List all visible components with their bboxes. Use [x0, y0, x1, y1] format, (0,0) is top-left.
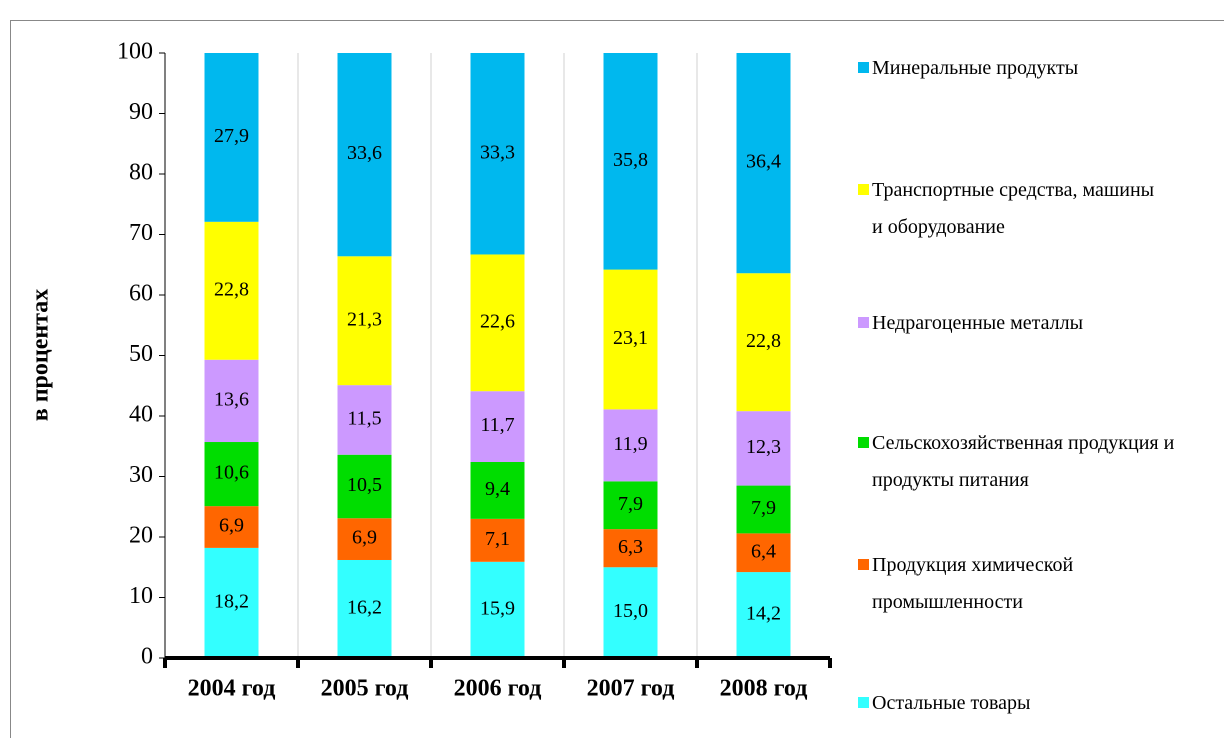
bar-segment	[603, 567, 658, 658]
data-label: 22,8	[214, 278, 249, 300]
data-label: 13,6	[214, 388, 249, 410]
data-label: 35,8	[613, 149, 648, 171]
data-label: 7,1	[485, 528, 510, 550]
data-label: 10,6	[214, 462, 249, 484]
data-label: 21,3	[347, 308, 382, 330]
bar-segment	[603, 269, 658, 410]
bar-segment	[204, 53, 259, 222]
data-label: 16,2	[347, 597, 382, 619]
data-label: 33,3	[480, 141, 515, 163]
data-label: 7,9	[618, 493, 643, 515]
bar-segment	[337, 385, 392, 455]
chart-border	[10, 20, 1224, 738]
legend-swatch	[858, 317, 869, 328]
data-label: 22,6	[480, 310, 515, 332]
bar-segment	[470, 518, 525, 562]
x-tick-label: 2004 год	[188, 676, 276, 702]
bar-segment	[736, 53, 791, 274]
x-tick-label: 2008 год	[720, 676, 808, 702]
legend-label: Транспортные средства, машины и оборудов…	[872, 179, 1155, 238]
bar-segment	[603, 409, 658, 482]
data-label: 33,6	[347, 142, 382, 164]
data-label: 15,0	[613, 600, 648, 622]
y-tick-label: 90	[129, 99, 153, 125]
x-tick-label: 2006 год	[454, 676, 542, 702]
data-label: 36,4	[746, 151, 781, 173]
data-label: 6,3	[618, 536, 643, 558]
data-label: 10,5	[347, 474, 382, 496]
data-label: 15,9	[480, 597, 515, 619]
bar-segment	[470, 53, 525, 255]
data-label: 6,9	[352, 527, 377, 549]
bar-segment	[603, 481, 658, 530]
bar-segment	[736, 572, 791, 658]
data-label: 11,7	[480, 414, 514, 436]
bar-segment	[204, 359, 259, 443]
y-tick-label: 60	[129, 281, 153, 307]
legend-swatch	[858, 559, 869, 570]
y-tick-label: 70	[129, 220, 153, 246]
x-tick-label: 2005 год	[321, 676, 409, 702]
data-label: 11,5	[347, 408, 381, 430]
data-label: 14,2	[746, 603, 781, 625]
legend-swatch	[858, 184, 869, 195]
data-label: 22,8	[746, 330, 781, 352]
y-tick-label: 10	[129, 583, 153, 609]
data-label: 6,9	[219, 515, 244, 537]
bar-segment	[470, 561, 525, 658]
y-tick-label: 100	[117, 39, 153, 65]
data-label: 7,9	[751, 497, 776, 519]
bar-segment	[736, 273, 791, 412]
bar-segment	[337, 518, 392, 560]
data-label: 23,1	[613, 327, 648, 349]
data-label: 6,4	[751, 540, 776, 562]
data-label: 9,4	[485, 478, 510, 500]
bar-segment	[736, 485, 791, 534]
bar-segment	[603, 53, 658, 270]
bar-segment	[337, 454, 392, 519]
bar-segment	[736, 411, 791, 486]
legend-label: Недрагоценные металлы	[872, 312, 1084, 334]
y-tick-label: 0	[141, 644, 153, 670]
bar-segment	[204, 547, 259, 658]
bar-segment	[337, 256, 392, 386]
legend-label: Сельскохозяйственная продукция и продукт…	[872, 432, 1175, 491]
bar-segment	[204, 221, 259, 360]
y-tick-label: 20	[129, 523, 153, 549]
bar-segment	[470, 254, 525, 392]
bar-segment	[736, 533, 791, 573]
bar-segment	[337, 53, 392, 257]
bar-segment	[470, 461, 525, 519]
y-axis-title: в процентах	[28, 289, 54, 422]
y-tick-label: 30	[129, 462, 153, 488]
bar-segment	[603, 529, 658, 568]
bar-segment	[204, 442, 259, 507]
bar-segment	[337, 559, 392, 658]
legend-label: Минеральные продукты	[872, 57, 1079, 79]
legend-swatch	[858, 62, 869, 73]
legend-label: Продукция химической промышленности	[872, 554, 1074, 613]
bar-segment	[470, 391, 525, 462]
data-label: 11,9	[613, 433, 647, 455]
data-label: 12,3	[746, 436, 781, 458]
legend-swatch	[858, 697, 869, 708]
data-label: 18,2	[214, 591, 249, 613]
legend-swatch	[858, 437, 869, 448]
bar-segment	[204, 506, 259, 548]
y-tick-label: 50	[129, 341, 153, 367]
y-tick-label: 80	[129, 160, 153, 186]
data-label: 27,9	[214, 125, 249, 147]
y-tick-label: 40	[129, 402, 153, 428]
legend-label: Остальные товары	[872, 692, 1031, 714]
x-tick-label: 2007 год	[587, 676, 675, 702]
